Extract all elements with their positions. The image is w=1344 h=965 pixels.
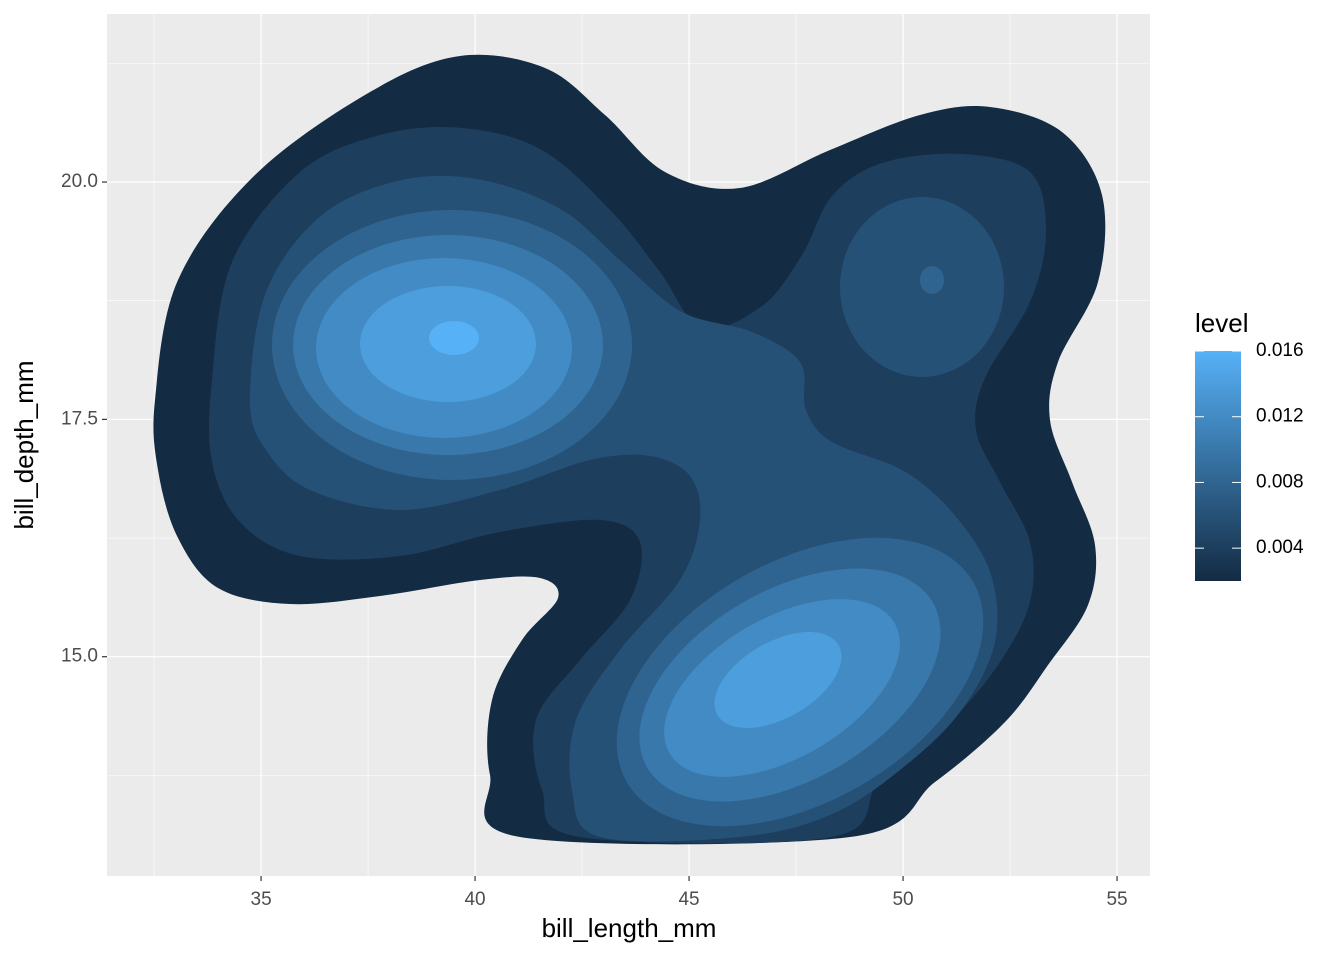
density-band	[714, 631, 842, 729]
colorbar	[1195, 351, 1241, 581]
y-tick-label: 15.0	[61, 646, 98, 667]
y-tick-label: 20.0	[61, 171, 98, 192]
y-axis-title: bill_depth_mm	[9, 360, 39, 529]
x-tick-label: 40	[464, 889, 485, 910]
legend-tick-label: 0.016	[1256, 340, 1304, 361]
density-band	[429, 321, 479, 355]
legend-tick-label: 0.004	[1256, 537, 1304, 558]
x-tick-label: 45	[678, 889, 699, 910]
y-tick-label: 17.5	[61, 408, 98, 429]
x-tick-label: 50	[892, 889, 913, 910]
density-band	[920, 266, 944, 294]
legend-title: level	[1195, 308, 1248, 338]
legend-tick-label: 0.008	[1256, 471, 1304, 492]
x-tick-label: 55	[1106, 889, 1127, 910]
legend-tick-label: 0.012	[1256, 406, 1304, 427]
x-tick-label: 35	[251, 889, 272, 910]
x-axis-title: bill_length_mm	[542, 913, 717, 943]
